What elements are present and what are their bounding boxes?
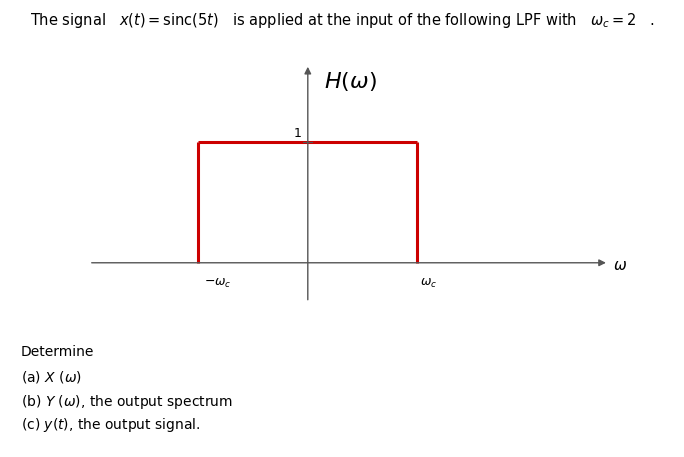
- Text: 1: 1: [293, 127, 301, 140]
- Text: $\omega_c$: $\omega_c$: [420, 277, 437, 290]
- Text: $H(\omega)$: $H(\omega)$: [324, 70, 377, 93]
- Text: The signal   $x(t)=$sinc$(5t)$   is applied at the input of the following LPF wi: The signal $x(t)=$sinc$(5t)$ is applied …: [29, 11, 655, 31]
- Text: $-\omega_c$: $-\omega_c$: [204, 277, 231, 290]
- Text: (c) $y(t)$, the output signal.: (c) $y(t)$, the output signal.: [21, 416, 200, 434]
- Text: (a) $X$ ($\omega$): (a) $X$ ($\omega$): [21, 369, 81, 385]
- Text: $\omega$: $\omega$: [613, 260, 627, 273]
- Text: (b) $Y$ ($\omega$), the output spectrum: (b) $Y$ ($\omega$), the output spectrum: [21, 393, 233, 410]
- Text: Determine: Determine: [21, 345, 94, 359]
